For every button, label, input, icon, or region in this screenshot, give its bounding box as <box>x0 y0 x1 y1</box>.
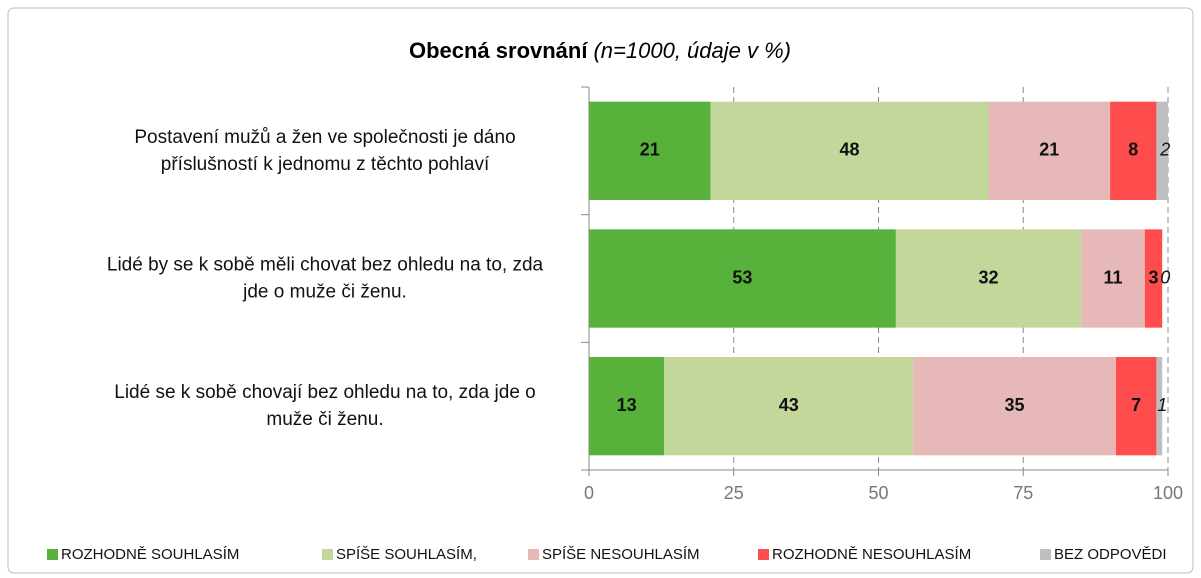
category-label: Lidé se k sobě chovají bez ohledu na to,… <box>114 382 535 403</box>
value-label: 7 <box>1131 395 1141 415</box>
legend-swatch <box>1040 549 1051 560</box>
value-label: 21 <box>1039 140 1059 160</box>
bar-segment <box>589 101 711 200</box>
legend-label: SPÍŠE NESOUHLASÍM <box>542 546 700 563</box>
bar-segment <box>589 229 896 328</box>
bar-segment <box>589 357 665 456</box>
category-label: muže či ženu. <box>266 409 383 430</box>
value-label: 0 <box>1160 267 1170 287</box>
value-label: 32 <box>978 267 998 287</box>
x-tick-label: 0 <box>584 483 594 503</box>
value-label: 2 <box>1159 140 1170 160</box>
legend-label: SPÍŠE SOUHLASÍM, <box>336 546 477 563</box>
legend-swatch <box>322 549 333 560</box>
legend-swatch <box>758 549 769 560</box>
value-label: 35 <box>1005 395 1025 415</box>
legend-label: BEZ ODPOVĚDI <box>1054 546 1167 563</box>
bar-segment <box>1115 357 1157 456</box>
legend-label: ROZHODNĚ NESOUHLASÍM <box>772 546 971 563</box>
value-label: 1 <box>1157 395 1167 415</box>
legend-swatch <box>528 549 539 560</box>
x-tick-label: 25 <box>724 483 744 503</box>
category-label: Postavení mužů a žen ve společnosti je d… <box>134 127 515 148</box>
x-tick-label: 100 <box>1153 483 1183 503</box>
value-label: 13 <box>617 395 637 415</box>
value-label: 8 <box>1128 140 1138 160</box>
bar-segment <box>895 229 1082 328</box>
value-label: 43 <box>779 395 799 415</box>
value-label: 53 <box>732 267 752 287</box>
x-tick-label: 75 <box>1013 483 1033 503</box>
bar-segment <box>664 357 914 456</box>
category-label: jde o muže či ženu. <box>242 282 407 303</box>
category-label: příslušností k jednomu z těchto pohlaví <box>161 154 490 175</box>
bar-segment <box>1144 229 1163 328</box>
bar-segment <box>913 357 1116 456</box>
bar-segment <box>1110 101 1157 200</box>
title: Obecná srovnání <box>409 38 588 63</box>
subtitle: (n=1000, údaje v %) <box>593 38 791 63</box>
value-label: 11 <box>1103 267 1122 287</box>
value-label: 3 <box>1149 267 1159 287</box>
value-label: 48 <box>840 140 860 160</box>
legend-label: ROZHODNĚ SOUHLASÍM <box>61 546 239 563</box>
legend-swatch <box>47 549 58 560</box>
bar-segment <box>710 101 989 200</box>
bar-segment <box>1081 229 1145 328</box>
category-label: Lidé by se k sobě měli chovat bez ohledu… <box>107 255 544 276</box>
bar-segment <box>988 101 1111 200</box>
bar-segment <box>1156 357 1163 456</box>
value-label: 21 <box>640 140 660 160</box>
chart-title: Obecná srovnání (n=1000, údaje v %) <box>409 38 791 63</box>
bar-segment <box>1156 101 1168 200</box>
x-tick-label: 50 <box>868 483 888 503</box>
